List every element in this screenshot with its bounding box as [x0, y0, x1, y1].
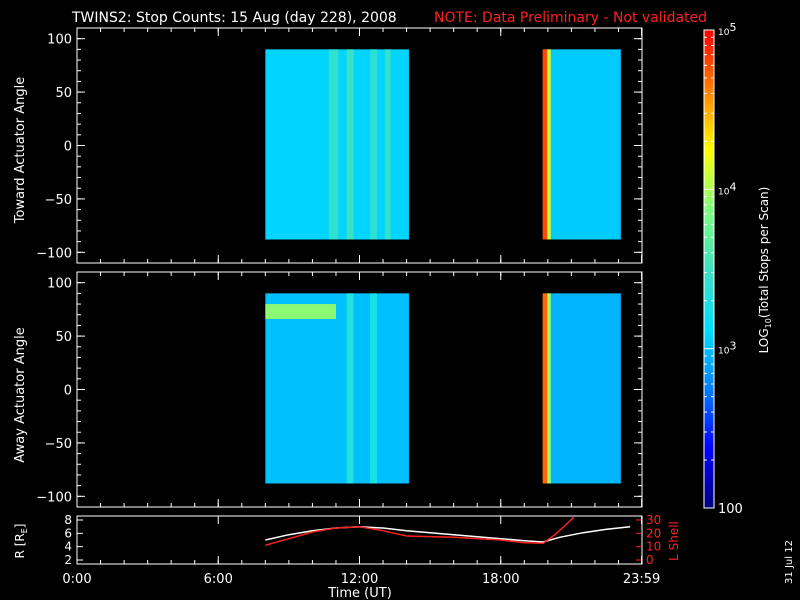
radius-ylabel: R [RE]	[13, 524, 29, 559]
heatmap-hot-band	[265, 304, 336, 319]
y-tick-label-right: 20	[646, 526, 661, 540]
date-stamp: 31 Jul 12	[784, 540, 795, 584]
y-tick-label: 100	[47, 277, 72, 292]
y-tick-label: 0	[64, 140, 72, 155]
y-tick-label: 0	[64, 384, 72, 399]
chart-title: TWINS2: Stop Counts: 15 Aug (day 228), 2…	[71, 10, 397, 26]
y-tick-label: 50	[55, 86, 72, 101]
y-tick-label: 100	[47, 33, 72, 48]
x-axis-label: Time (UT)	[327, 586, 392, 600]
colorbar: 105 104 103 100	[703, 21, 743, 517]
y-tick-label-right: 30	[646, 513, 661, 527]
away-angle-ylabel: Away Actuator Angle	[13, 327, 28, 462]
colorbar-tick-label: 100	[718, 502, 743, 517]
heatmap-stripe	[547, 293, 551, 484]
y-tick-label-right: 10	[646, 540, 661, 554]
heatmap-stripe	[384, 49, 391, 240]
toward-angle-ylabel: Toward Actuator Angle	[13, 77, 28, 224]
heatmap-block	[543, 293, 621, 484]
x-tick-label: 0:00	[62, 572, 91, 587]
heatmap-stripe	[346, 293, 354, 484]
y-tick-label: −50	[45, 193, 72, 208]
heatmap-stripe	[547, 49, 551, 240]
y-tick-label: −50	[45, 437, 72, 452]
lshell-series-line	[265, 516, 575, 547]
colorbar-label: LOG10(Total Stops per Scan)	[757, 187, 773, 354]
heatmap-block	[543, 49, 621, 240]
preliminary-note: NOTE: Data Preliminary - Not validated	[434, 10, 707, 26]
heatmap-stripe	[542, 49, 548, 240]
y-tick-label: −100	[36, 246, 72, 261]
colorbar-tick-label: 105	[718, 21, 736, 38]
x-tick-label: 6:00	[204, 572, 233, 587]
heatmap-stripe	[328, 49, 339, 240]
y-tick-label-right: 0	[646, 553, 654, 567]
x-tick-label: 12:00	[341, 572, 378, 587]
heatmap-stripe	[542, 293, 548, 484]
colorbar-tick-label: 104	[718, 180, 736, 197]
y-tick-label: 8	[64, 513, 72, 527]
y-tick-label: 4	[64, 540, 72, 554]
radius-series-line	[265, 525, 631, 543]
lshell-ylabel: L Shell	[667, 521, 681, 561]
y-tick-label: −100	[36, 490, 72, 505]
heatmap-stripe	[370, 293, 378, 484]
heatmap-block	[265, 293, 409, 484]
x-tick-label: 18:00	[482, 572, 519, 587]
colorbar-gradient	[703, 29, 715, 509]
y-tick-label: 6	[64, 526, 72, 540]
heatmap-stripe	[370, 49, 378, 240]
heatmap-stripe	[346, 49, 354, 240]
y-tick-label: 50	[55, 330, 72, 345]
x-tick-label: 23:59	[623, 572, 660, 587]
y-tick-label: 2	[64, 553, 72, 567]
toward-angle-panel: 100 50 0 −50 −100	[36, 27, 643, 264]
away-angle-panel: 100 50 0 −50 −100	[36, 271, 643, 508]
colorbar-tick-label: 103	[718, 340, 736, 357]
